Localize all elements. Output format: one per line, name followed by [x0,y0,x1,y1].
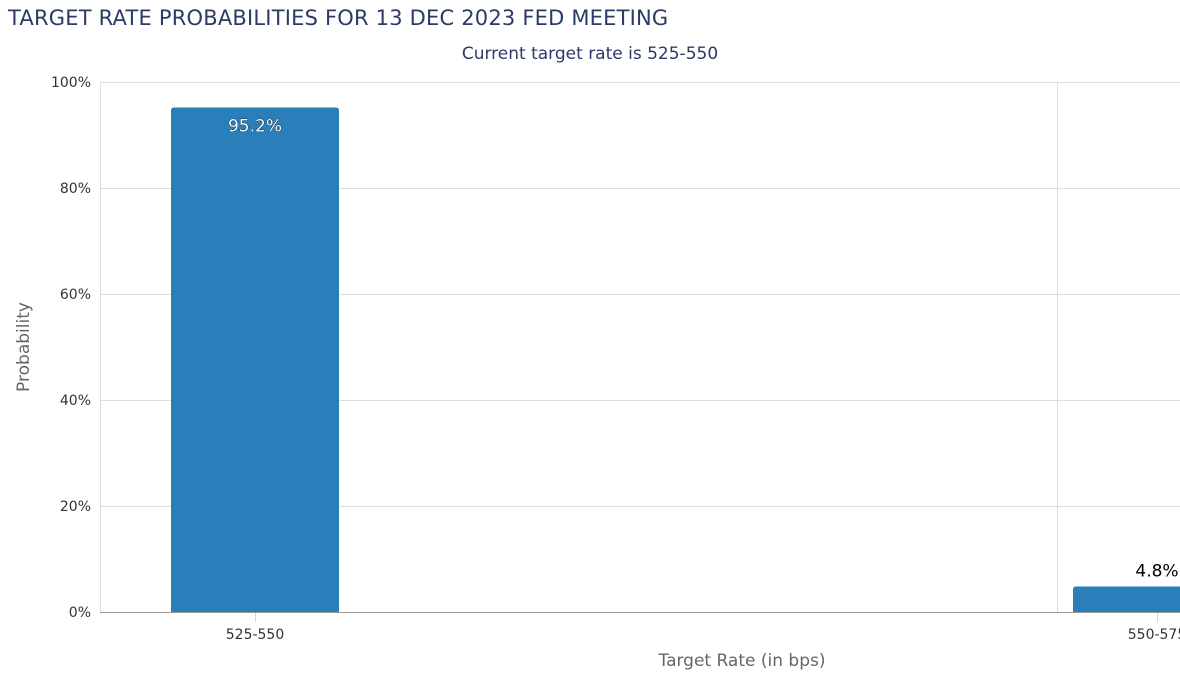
x-tick-label: 525-550 [226,627,285,643]
data-label: 4.8% [1135,562,1178,582]
chart-title: TARGET RATE PROBABILITIES FOR 13 DEC 202… [8,6,669,30]
bar-525-550[interactable] [171,107,339,612]
y-axis-ticks: 0% 20% 40% 60% 80% 100% [51,75,91,621]
y-tick-label: 0% [69,605,91,621]
bars: 95.2% 4.8% [171,107,1180,612]
data-label: 95.2% [228,116,282,136]
x-axis-title: Target Rate (in bps) [658,651,826,671]
bar-550-575[interactable] [1073,586,1180,612]
gridlines [100,82,1180,612]
y-tick-label: 20% [60,499,91,515]
y-tick-label: 40% [60,393,91,409]
y-tick-label: 100% [51,75,91,91]
y-axis-title: Probability [14,302,34,392]
x-tick-label: 550-575 [1128,627,1180,643]
x-axis-ticks: 525-550 550-575 [226,612,1180,643]
chart-subtitle: Current target rate is 525-550 [461,44,719,64]
y-tick-label: 80% [60,181,91,197]
y-tick-label: 60% [60,287,91,303]
